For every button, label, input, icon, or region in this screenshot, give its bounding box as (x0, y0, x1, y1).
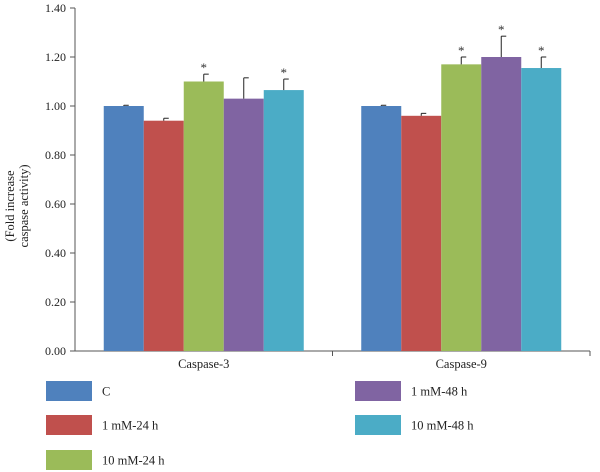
legend-label: 1 mM-48 h (411, 385, 468, 399)
significance-marker: * (458, 43, 465, 58)
y-tick-label: 0.40 (45, 246, 66, 260)
legend-label: 10 mM-24 h (102, 454, 165, 468)
y-tick-label: 0.60 (45, 197, 66, 211)
category-labels: Caspase-3 Caspase-9 (178, 357, 487, 371)
significance-marker: * (498, 22, 505, 37)
bar (521, 68, 562, 352)
significance-marker: * (281, 65, 288, 80)
legend-label: C (102, 385, 110, 399)
bar (263, 90, 304, 351)
significance-marker: * (538, 43, 545, 58)
y-tick-label: 1.40 (45, 1, 66, 15)
y-axis-title: (Fold increase caspase activity) (3, 165, 31, 248)
bar (481, 57, 522, 351)
legend-swatch (355, 415, 401, 435)
bar (401, 115, 442, 351)
legend: C 1 mM-24 h 10 mM-24 h 1 mM-48 h 10 mM-48 h (46, 381, 474, 470)
y-axis-title-line-2: caspase activity) (17, 165, 31, 248)
y-axis-title-line-1: (Fold increase (3, 170, 17, 242)
bar (223, 98, 264, 352)
y-tick-label: 0.00 (45, 344, 66, 358)
y-tick-label: 0.20 (45, 295, 66, 309)
legend-swatch (46, 450, 92, 470)
legend-label: 10 mM-48 h (411, 419, 474, 433)
bar (361, 106, 402, 351)
bar (103, 106, 144, 351)
y-tick-label: 1.20 (45, 50, 66, 64)
legend-label: 1 mM-24 h (102, 419, 159, 433)
bar (183, 81, 224, 351)
y-tick-label: 1.00 (45, 99, 66, 113)
y-tick-label: 0.80 (45, 148, 66, 162)
category-label: Caspase-9 (436, 357, 487, 371)
bar (143, 120, 184, 351)
legend-swatch (46, 381, 92, 401)
legend-swatch (355, 381, 401, 401)
legend-swatch (46, 415, 92, 435)
significance-marker: * (201, 60, 208, 75)
bars: * * * * * (103, 22, 562, 352)
bar (441, 64, 482, 351)
category-label: Caspase-3 (178, 357, 229, 371)
y-axis-ticks: 0.00 0.20 0.40 0.60 0.80 1.00 1.20 1.40 (45, 1, 75, 358)
